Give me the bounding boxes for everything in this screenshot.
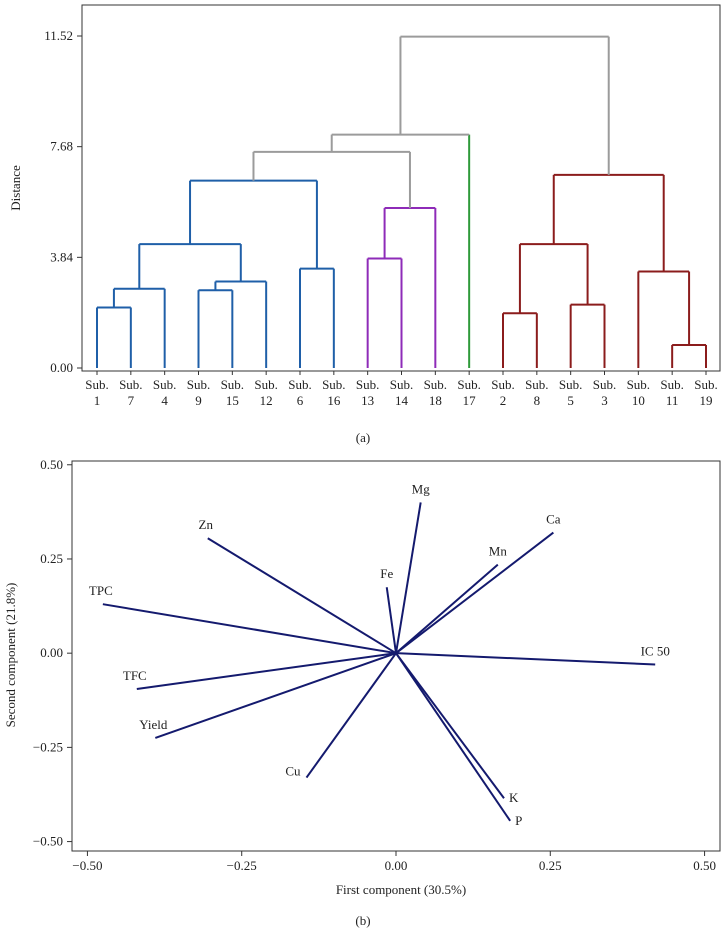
loading-vector-line <box>395 652 505 799</box>
biplot-y-tick-label: 0.25 <box>40 551 63 566</box>
dendrogram-leaf-labels: Sub. 1 Sub. 7 Sub. 4 Sub. 9 Sub. 15 Sub. 12 Sub. 6 Sub… <box>85 371 718 408</box>
loading-vector-zn: Zn <box>199 517 397 655</box>
dendrogram-link-m13 <box>569 303 606 368</box>
dendrogram-link-m9 <box>383 207 437 368</box>
dendrogram-leaf-label: Sub. 4 <box>153 377 176 408</box>
dendrogram-link-m14 <box>518 243 589 314</box>
dendrogram-link-m12 <box>502 312 538 368</box>
dendrogram-y-axis-title: Distance <box>8 165 23 211</box>
loading-vector-yield: Yield <box>139 652 397 739</box>
dendrogram-link-m15 <box>671 343 707 368</box>
loading-vector-mg: Mg <box>395 481 431 654</box>
dendrogram-y-ticks: 0.00 3.84 7.68 11.52 <box>44 28 82 375</box>
dendrogram-leaf-label: Sub. 15 <box>221 377 244 408</box>
loading-vector-tpc: TPC <box>89 583 397 655</box>
biplot-axis-ticks: −0.50 −0.25 0.00 0.25 0.50 0.50 0.25 0.00 −0.25 −… <box>33 457 716 873</box>
loading-vector-label: IC 50 <box>641 643 670 658</box>
dendrogram-y-tick-label: 0.00 <box>50 360 73 375</box>
dendrogram-leaf-label: Sub. 12 <box>254 377 277 408</box>
loading-vector-cu: Cu <box>285 652 397 779</box>
loading-vector-line <box>395 502 422 654</box>
dendrogram-link-m17 <box>552 173 665 272</box>
biplot-x-tick-label: 0.25 <box>539 858 562 873</box>
dendrogram-leaf-label: Sub. 3 <box>593 377 616 408</box>
loading-vector-line <box>395 531 554 654</box>
loading-vector-label: Cu <box>285 764 301 779</box>
loading-vector-k: K <box>395 652 519 805</box>
dendrogram-link-m8 <box>366 257 403 368</box>
dendrogram-y-tick-label: 11.52 <box>44 28 73 43</box>
dendrogram-link-m7 <box>189 179 318 269</box>
dendrogram-leaf-label: Sub. 13 <box>356 377 379 408</box>
dendrogram-link-m4 <box>214 280 268 368</box>
dendrogram-link-m3 <box>197 289 234 368</box>
loading-vector-line <box>305 652 397 779</box>
loading-vector-label: K <box>509 790 519 805</box>
dendrogram-leaf-label: Sub. 1 <box>85 377 108 408</box>
biplot-x-tick-label: 0.50 <box>693 858 716 873</box>
dendrogram-leaf-label: Sub. 7 <box>119 377 142 408</box>
loading-vector-fe: Fe <box>380 566 397 654</box>
loading-vector-label: Zn <box>199 517 214 532</box>
biplot-x-tick-label: −0.25 <box>227 858 257 873</box>
loading-vector-label: TFC <box>123 668 147 683</box>
biplot-y-tick-label: −0.25 <box>33 739 63 754</box>
loading-vector-line <box>395 563 499 654</box>
dendrogram-leaf-label: Sub. 19 <box>694 377 717 408</box>
biplot-panel: −0.50 −0.25 0.00 0.25 0.50 0.50 0.25 0.00 −0.25 −… <box>3 457 721 928</box>
biplot-y-tick-label: −0.50 <box>33 834 63 849</box>
biplot-plot-frame <box>71 460 721 852</box>
loading-vector-label: Mg <box>412 481 431 496</box>
dendrogram-leaf-label: Sub. 10 <box>627 377 650 408</box>
biplot-x-tick-label: −0.50 <box>72 858 102 873</box>
dendrogram-link-m1 <box>96 306 132 368</box>
dendrogram-leaf-label: Sub. 2 <box>491 377 514 408</box>
dendrogram-link-m2 <box>112 287 166 368</box>
dendrogram-y-tick-label: 3.84 <box>50 249 73 264</box>
loading-vector-line <box>136 652 397 690</box>
biplot-loading-vectors: Mg Ca Mn Fe Zn TPC TFC Yield IC 50 Cu KP <box>89 481 670 827</box>
dendrogram-y-tick-label: 7.68 <box>50 139 73 154</box>
dendrogram-leaf-label: Sub. 11 <box>660 377 683 408</box>
loading-vector-label: Yield <box>139 717 168 732</box>
loading-vector-label: P <box>515 813 522 828</box>
biplot-y-tick-label: 0.50 <box>40 457 63 472</box>
loading-vector-ic-50: IC 50 <box>395 643 670 666</box>
loading-vector-tfc: TFC <box>123 652 397 690</box>
panel-b-label: (b) <box>355 913 370 928</box>
dendrogram-leaf-label: Sub. 8 <box>525 377 548 408</box>
dendrogram-leaf-label: Sub. 17 <box>457 377 480 408</box>
biplot-x-axis-title: First component (30.5%) <box>336 882 466 897</box>
dendrogram-link-m18 <box>399 35 610 175</box>
loading-vector-label: TPC <box>89 583 113 598</box>
loading-vector-line <box>395 652 511 822</box>
loading-vector-line <box>154 652 397 739</box>
dendrogram-leaf-label: Sub. 14 <box>390 377 413 408</box>
dendrogram-link-m11 <box>330 133 471 368</box>
biplot-y-tick-label: 0.00 <box>40 645 63 660</box>
dendrogram-leaf-label: Sub. 5 <box>559 377 582 408</box>
panel-a-label: (a) <box>356 430 370 445</box>
dendrogram-link-m6 <box>299 267 335 368</box>
loading-vector-line <box>395 652 656 666</box>
loading-vector-p: P <box>395 652 522 828</box>
biplot-x-tick-label: 0.00 <box>385 858 408 873</box>
dendrogram-leaf-label: Sub. 16 <box>322 377 345 408</box>
loading-vector-label: Fe <box>380 566 393 581</box>
dendrogram-leaf-label: Sub. 18 <box>424 377 447 408</box>
biplot-y-axis-title: Second component (21.8%) <box>3 583 18 728</box>
dendrogram-leaf-label: Sub. 9 <box>187 377 210 408</box>
loading-vector-ca: Ca <box>395 512 561 654</box>
loading-vector-line <box>102 603 397 655</box>
loading-vector-mn: Mn <box>395 544 508 654</box>
loading-vector-label: Ca <box>546 512 561 527</box>
dendrogram-leaf-label: Sub. 6 <box>288 377 311 408</box>
loading-vector-line <box>207 537 397 655</box>
dendrogram-link-m16 <box>637 270 691 368</box>
dendrogram-links <box>96 35 707 368</box>
loading-vector-label: Mn <box>489 544 508 559</box>
loading-vector-line <box>385 587 397 654</box>
